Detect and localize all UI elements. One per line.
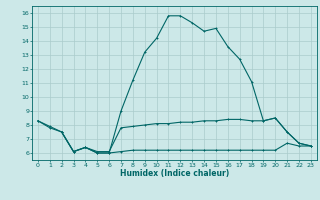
X-axis label: Humidex (Indice chaleur): Humidex (Indice chaleur) xyxy=(120,169,229,178)
